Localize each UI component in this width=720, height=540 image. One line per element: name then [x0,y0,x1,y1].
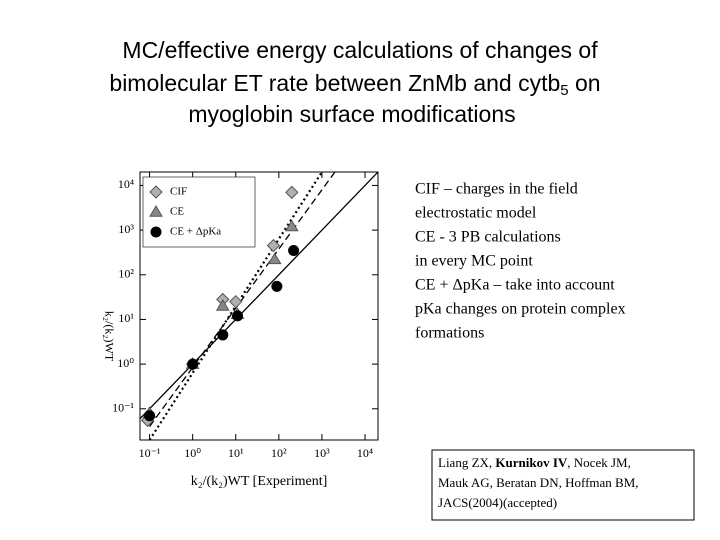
note-line: CE + ΔpKa – take into account [415,277,615,294]
citation: Mauk AG, Beratan DN, Hoffman BM, [438,475,639,490]
y-tick-label: 10¹ [118,311,134,325]
slide-title: myoglobin surface modifications [188,101,515,127]
y-tick-label: 10⁴ [118,177,134,191]
point-circle [217,329,229,341]
note-line: CIF – charges in the field [415,181,578,198]
point-triangle [149,205,163,217]
slide-title: 5 [560,82,568,99]
x-tick-label: 10⁴ [357,446,373,460]
x-tick-label: 10³ [314,446,330,460]
point-triangle [215,299,230,311]
citation-box [431,449,695,521]
y-tick-label: 10² [118,267,134,281]
fit-line [149,172,336,427]
note-line: CE - 3 PB calculations [415,229,561,246]
note-line: formations [415,325,484,342]
point-circle [232,310,244,322]
point-circle [187,358,199,370]
x-tick-label: 10⁻¹ [139,446,161,460]
legend-label: CE + ΔpKa [170,226,221,238]
y-axis-label: k₂/(k₂)WT [102,311,116,362]
legend-label: CE [170,206,184,218]
slide-title: MC/effective energy calculations of chan… [122,37,598,63]
point-diamond [229,294,243,309]
point-diamond [285,185,299,200]
citation: , Nocek JM, [567,455,631,470]
y-tick-label: 10³ [118,222,134,236]
citation: JACS(2004)(accepted) [438,495,557,510]
x-tick-label: 10¹ [228,446,244,460]
point-circle [271,280,283,292]
plot-frame [139,171,379,441]
x-axis-label: k₂/(k₂)WT [Experiment] [191,474,328,489]
point-circle [144,410,156,422]
point-circle [150,226,162,238]
slide-title: bimolecular ET rate between ZnMb and cyt… [109,70,600,99]
point-diamond [149,185,163,199]
y-tick-label: 10⁻¹ [112,401,134,415]
point-triangle [284,219,299,232]
x-tick-label: 10⁰ [184,446,201,460]
fit-line [148,172,323,440]
slide-title: on [569,70,601,96]
slide-title: bimolecular ET rate between ZnMb and cyt… [109,70,560,96]
note-line: electrostatic model [415,205,537,222]
point-circle [288,244,300,256]
note-line: in every MC point [415,253,533,270]
citation: Liang ZX, Kurnikov IV, Nocek JM, [438,455,631,470]
citation: Liang ZX, [438,455,495,470]
x-tick-label: 10² [271,446,287,460]
fit-line [140,172,378,420]
point-diamond [266,238,281,253]
note-line: pKa changes on protein complex [415,301,626,318]
legend-label: CIF [170,186,187,198]
point-triangle [267,252,282,265]
legend-box [142,176,256,248]
y-tick-label: 10⁰ [117,356,134,370]
citation: Kurnikov IV [495,455,567,470]
